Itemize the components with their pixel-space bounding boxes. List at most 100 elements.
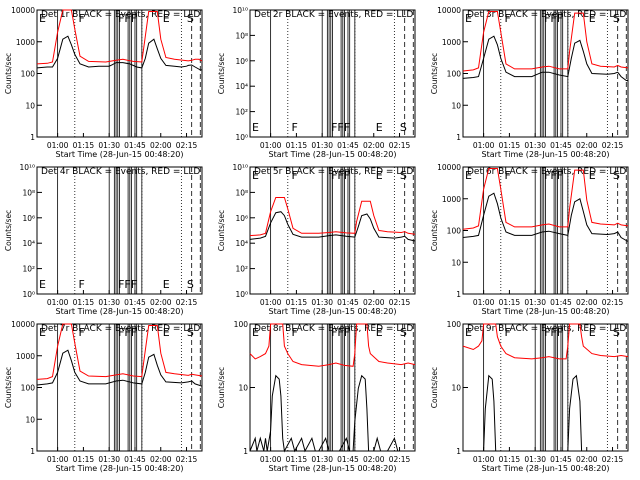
event-marker: S — [187, 12, 194, 25]
x-tick-label: 02:15 — [176, 298, 198, 307]
event-marker: FFF — [331, 169, 350, 182]
event-marker: S — [400, 326, 407, 339]
event-marker: F — [292, 169, 298, 182]
series-line-events — [249, 374, 415, 453]
event-marker: FFF — [544, 169, 563, 182]
panel-grid: Det 1r BLACK = Events, RED = LLD11010010… — [4, 6, 629, 473]
y-tick-label: 10 — [451, 258, 461, 267]
x-axis-label: Start Time (28-Jun-15 00:48:20) — [482, 150, 610, 159]
event-marker: E — [465, 169, 472, 182]
event-marker: S — [400, 121, 407, 134]
event-marker: F — [292, 121, 298, 134]
event-marker: E — [163, 12, 170, 25]
panel-det-6r: Det 6r BLACK = Events, RED = LLD 1 10 100 10… — [430, 163, 629, 316]
x-tick-label: 02:15 — [176, 455, 198, 464]
event-marker: E — [252, 121, 259, 134]
y-axis-label: Counts/sec — [4, 367, 13, 408]
event-marker: E — [589, 326, 596, 339]
event-marker: F — [505, 12, 511, 25]
x-tick-label: 01:30 — [98, 141, 120, 150]
y-tick-label: 10⁴ — [235, 82, 248, 91]
x-tick-label: 02:00 — [576, 455, 598, 464]
x-tick-label: 01:45 — [550, 141, 572, 150]
event-marker: F — [79, 278, 85, 291]
event-marker: E — [39, 326, 46, 339]
x-tick-label: 01:15 — [286, 298, 308, 307]
panel-title: Det 7r BLACK = Events, RED = LLD — [41, 324, 200, 334]
panel-det-4r: Det 4r BLACK = Events, RED = LLD 10⁰ 10² 10… — [4, 163, 203, 316]
x-tick-label: 02:00 — [150, 455, 172, 464]
x-tick-label: 01:45 — [124, 298, 146, 307]
x-tick-label: 02:15 — [389, 455, 411, 464]
panel-det-7r: Det 7r BLACK = Events, RED = LLD 1 10 100 10… — [4, 320, 203, 473]
y-axis-label: Counts/sec — [4, 210, 13, 251]
y-axis-label: Counts/sec — [217, 53, 226, 94]
event-marker: E — [39, 278, 46, 291]
event-marker: E — [252, 169, 259, 182]
y-axis-label: Counts/sec — [4, 53, 13, 94]
x-tick-label: 02:15 — [602, 455, 624, 464]
x-tick-label: 02:00 — [363, 298, 385, 307]
y-tick-label: 1 — [456, 290, 461, 299]
x-tick-label: 01:15 — [73, 455, 95, 464]
x-tick-label: 01:30 — [524, 298, 546, 307]
event-marker: E — [39, 12, 46, 25]
y-tick-label: 10⁸ — [235, 188, 248, 197]
x-tick-label: 01:00 — [260, 298, 282, 307]
event-marker: F — [505, 326, 511, 339]
x-tick-label: 02:15 — [602, 141, 624, 150]
series-line-lld — [249, 197, 416, 237]
x-tick-label: 01:00 — [473, 455, 495, 464]
x-tick-label: 02:00 — [150, 298, 172, 307]
event-marker: F — [292, 326, 298, 339]
panel-det-1r: Det 1r BLACK = Events, RED = LLD 1 10 100 10… — [4, 6, 203, 159]
x-tick-label: 01:00 — [47, 298, 69, 307]
y-tick-label: 1000 — [442, 195, 461, 204]
y-tick-label: 10 — [451, 101, 461, 110]
y-tick-label: 10⁰ — [235, 290, 248, 299]
y-tick-label: 10² — [235, 265, 248, 274]
y-tick-label: 10 — [451, 384, 461, 393]
x-axis-label: Start Time (28-Jun-15 00:48:20) — [269, 464, 397, 473]
x-tick-label: 01:45 — [337, 141, 359, 150]
y-tick-label: 100 — [447, 227, 462, 236]
y-tick-label: 10¹⁰ — [19, 163, 35, 172]
x-axis-label: Start Time (28-Jun-15 00:48:20) — [269, 150, 397, 159]
y-tick-label: 10⁶ — [235, 57, 248, 66]
series-line-events — [463, 374, 628, 452]
event-marker: E — [252, 326, 259, 339]
y-tick-label: 10² — [235, 108, 248, 117]
y-tick-label: 1000 — [442, 38, 461, 47]
y-tick-label: 100 — [21, 70, 36, 79]
x-tick-label: 02:15 — [176, 141, 198, 150]
event-marker: FFF — [544, 326, 563, 339]
event-marker: S — [613, 12, 620, 25]
y-tick-label: 1 — [30, 133, 35, 142]
y-tick-label: 10⁸ — [235, 31, 248, 40]
panel-title: Det 5r BLACK = Events, RED = LLD — [254, 167, 413, 177]
x-axis-label: Start Time (28-Jun-15 00:48:20) — [56, 307, 184, 316]
y-tick-label: 10⁰ — [22, 290, 35, 299]
series-line-lld — [462, 323, 629, 360]
x-tick-label: 01:45 — [337, 298, 359, 307]
event-marker: FFF — [118, 278, 137, 291]
x-tick-label: 01:15 — [499, 298, 521, 307]
event-marker: FFF — [331, 121, 350, 134]
event-marker: S — [187, 326, 194, 339]
x-tick-label: 01:00 — [47, 141, 69, 150]
x-tick-label: 01:15 — [286, 455, 308, 464]
y-tick-label: 10¹⁰ — [232, 163, 248, 172]
x-tick-label: 02:00 — [576, 298, 598, 307]
x-tick-label: 02:15 — [602, 298, 624, 307]
x-tick-label: 01:15 — [286, 141, 308, 150]
y-tick-label: 1000 — [16, 38, 35, 47]
series-line-lld — [462, 168, 629, 230]
panel-title: Det 4r BLACK = Events, RED = LLD — [41, 167, 200, 177]
x-tick-label: 01:00 — [47, 455, 69, 464]
event-marker: E — [376, 121, 383, 134]
event-marker: E — [163, 278, 170, 291]
panel-title: Det 1r BLACK = Events, RED = LLD — [41, 10, 200, 20]
event-marker: FFF — [544, 12, 563, 25]
event-marker: E — [589, 12, 596, 25]
x-tick-label: 01:15 — [499, 141, 521, 150]
